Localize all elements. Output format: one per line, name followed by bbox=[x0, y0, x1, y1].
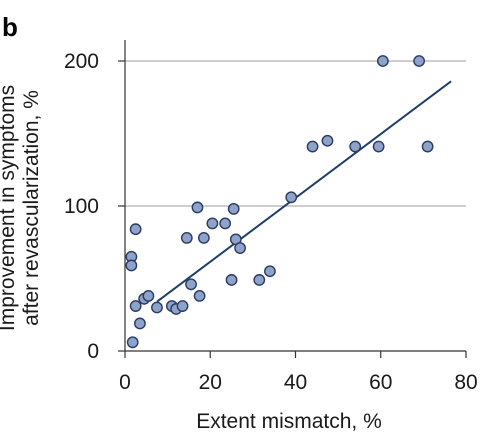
data-point-31 bbox=[413, 55, 426, 67]
data-point-16 bbox=[197, 231, 210, 244]
data-point-8 bbox=[151, 301, 163, 314]
panel-letter: b bbox=[2, 12, 18, 42]
axes bbox=[118, 40, 467, 358]
data-point-11 bbox=[176, 300, 189, 312]
y-tick-label-200: 200 bbox=[64, 50, 99, 73]
x-tick-label-0: 0 bbox=[119, 371, 131, 394]
x-tick-label-20: 20 bbox=[199, 371, 222, 394]
data-point-12 bbox=[180, 231, 193, 244]
trend-line bbox=[156, 80, 452, 303]
y-axis-label: Improvement in symptoms after revascular… bbox=[0, 85, 43, 331]
data-point-20 bbox=[227, 202, 240, 215]
data-point-24 bbox=[264, 265, 276, 278]
data-point-32 bbox=[421, 140, 434, 153]
tick-labels: 0 100 200 0 20 40 60 80 bbox=[64, 50, 478, 394]
y-tick-label-0: 0 bbox=[87, 340, 99, 363]
y-tick-label-100: 100 bbox=[64, 195, 99, 218]
x-axis-label: Extent mismatch, % bbox=[196, 410, 382, 433]
data-point-23 bbox=[253, 274, 266, 286]
y-axis-label-line-1: Improvement in symptoms bbox=[0, 85, 19, 331]
y-axis-label-line-2: after revascularization, % bbox=[20, 90, 43, 326]
data-point-17 bbox=[206, 217, 219, 230]
x-tick-label-40: 40 bbox=[284, 371, 307, 394]
trend-line-group bbox=[156, 80, 452, 303]
data-point-29 bbox=[372, 140, 385, 153]
data-point-28 bbox=[349, 140, 362, 153]
data-point-2 bbox=[126, 336, 139, 349]
data-point-7 bbox=[142, 289, 155, 302]
data-point-26 bbox=[306, 140, 319, 153]
data-point-22 bbox=[234, 242, 246, 254]
data-point-3 bbox=[129, 223, 142, 236]
data-point-25 bbox=[285, 191, 298, 204]
gridlines bbox=[125, 60, 466, 207]
data-point-13 bbox=[185, 278, 197, 291]
data-points bbox=[125, 55, 434, 349]
data-point-1 bbox=[125, 259, 138, 272]
data-point-18 bbox=[219, 217, 232, 230]
data-point-5 bbox=[134, 317, 146, 330]
data-point-15 bbox=[193, 289, 206, 302]
data-point-19 bbox=[225, 274, 238, 286]
data-point-30 bbox=[376, 55, 389, 67]
x-tick-label-60: 60 bbox=[369, 371, 392, 394]
x-tick-label-80: 80 bbox=[454, 371, 477, 394]
data-point-14 bbox=[191, 201, 204, 214]
data-point-4 bbox=[129, 300, 142, 312]
data-point-27 bbox=[321, 134, 334, 147]
